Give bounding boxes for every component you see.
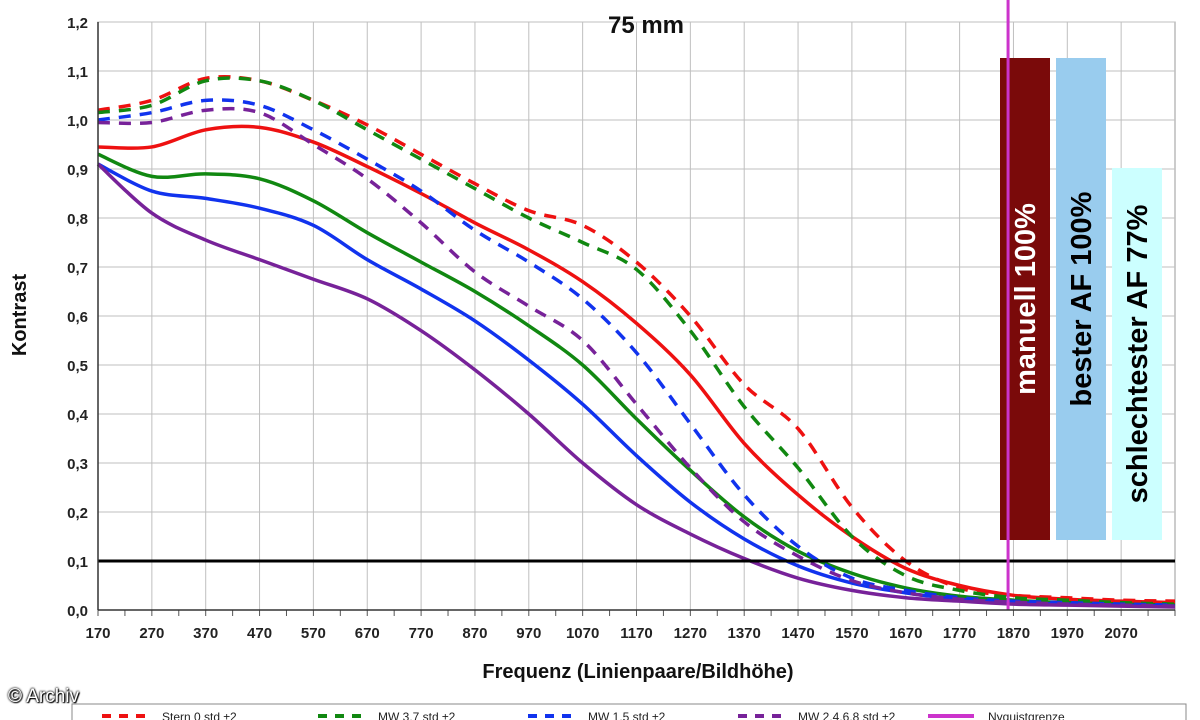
series-line	[96, 162, 1176, 609]
x-tick-label: 1170	[620, 625, 653, 642]
y-tick-label: 0,7	[67, 260, 88, 277]
y-tick-label: 0,6	[67, 309, 88, 326]
x-tick-label: 1470	[781, 625, 814, 642]
x-tick-label: 1370	[728, 625, 761, 642]
copyright-watermark: © Archiv	[8, 686, 80, 707]
x-tick-label: 1570	[835, 625, 868, 642]
x-tick-label: 870	[462, 625, 487, 642]
y-tick-label: 0,0	[67, 603, 88, 620]
y-tick-label: 0,8	[67, 211, 88, 228]
y-tick-label: 0,2	[67, 505, 88, 522]
annotation-bar	[1056, 58, 1106, 540]
grid	[97, 21, 1176, 611]
y-tick-label: 1,0	[67, 113, 88, 130]
axes: 0,0 0,1 0,2 0,3 0,4 0,5 0,6 0,7 0,8 0,9 1,0 1,1 1,2 1…	[67, 15, 1176, 642]
legend-box	[71, 703, 1187, 720]
legend-label: MW 2,4,6,8 std ±2	[798, 710, 896, 720]
x-tick-label: 270	[139, 625, 164, 642]
annotation-bar-label: bester AF 100%	[1066, 191, 1098, 406]
legend-label: Nyquistgrenze	[988, 710, 1065, 720]
x-tick-label: 2070	[1104, 625, 1137, 642]
legend-label: MW 1,5 std ±2	[588, 710, 666, 720]
y-tick-label: 1,1	[67, 64, 88, 81]
x-axis-label: Frequenz (Linienpaare/Bildhöhe)	[482, 661, 793, 683]
legend-label: MW 3,7 std ±2	[378, 710, 456, 720]
x-tick-label: 970	[516, 625, 541, 642]
x-tick-label: 1970	[1051, 625, 1084, 642]
x-tick-label: 1770	[943, 625, 976, 642]
x-tick-label: 370	[193, 625, 218, 642]
x-tick-label: 770	[409, 625, 434, 642]
y-axis-label: Kontrast	[9, 274, 31, 357]
annotation-bar	[1112, 168, 1162, 540]
legend: Stern 0 std ±2 MW 3,7 std ±2 MW 1,5 std ±2…	[71, 703, 1187, 720]
annotation-bar-label: schlechtester AF 77%	[1122, 204, 1154, 503]
x-tick-label: 670	[355, 625, 380, 642]
series-line-dashed	[97, 76, 1176, 606]
y-tick-label: 0,4	[67, 407, 89, 424]
y-tick-label: 0,3	[67, 456, 88, 473]
reference-lines	[98, 0, 1175, 610]
y-tick-label: 0,5	[67, 358, 88, 375]
series-line	[97, 124, 1176, 605]
series-line-dashed	[97, 98, 1176, 607]
x-tick-label: 170	[85, 625, 110, 642]
x-tick-label: 570	[301, 625, 326, 642]
chart-title: 75 mm	[608, 12, 684, 39]
legend-label: Stern 0 std ±2	[162, 710, 237, 720]
x-tick-label: 1670	[889, 625, 922, 642]
x-tick-label: 1270	[674, 625, 707, 642]
annotation-bar-label: manuell 100%	[1010, 203, 1042, 395]
series-line-dashed	[97, 106, 1176, 608]
x-tick-label: 470	[247, 625, 272, 642]
x-tick-label: 1870	[997, 625, 1030, 642]
y-tick-label: 0,1	[67, 554, 88, 571]
x-tick-label: 1070	[566, 625, 599, 642]
series-lines	[96, 74, 1176, 609]
y-tick-label: 1,2	[67, 15, 88, 32]
y-tick-label: 0,9	[67, 162, 88, 179]
